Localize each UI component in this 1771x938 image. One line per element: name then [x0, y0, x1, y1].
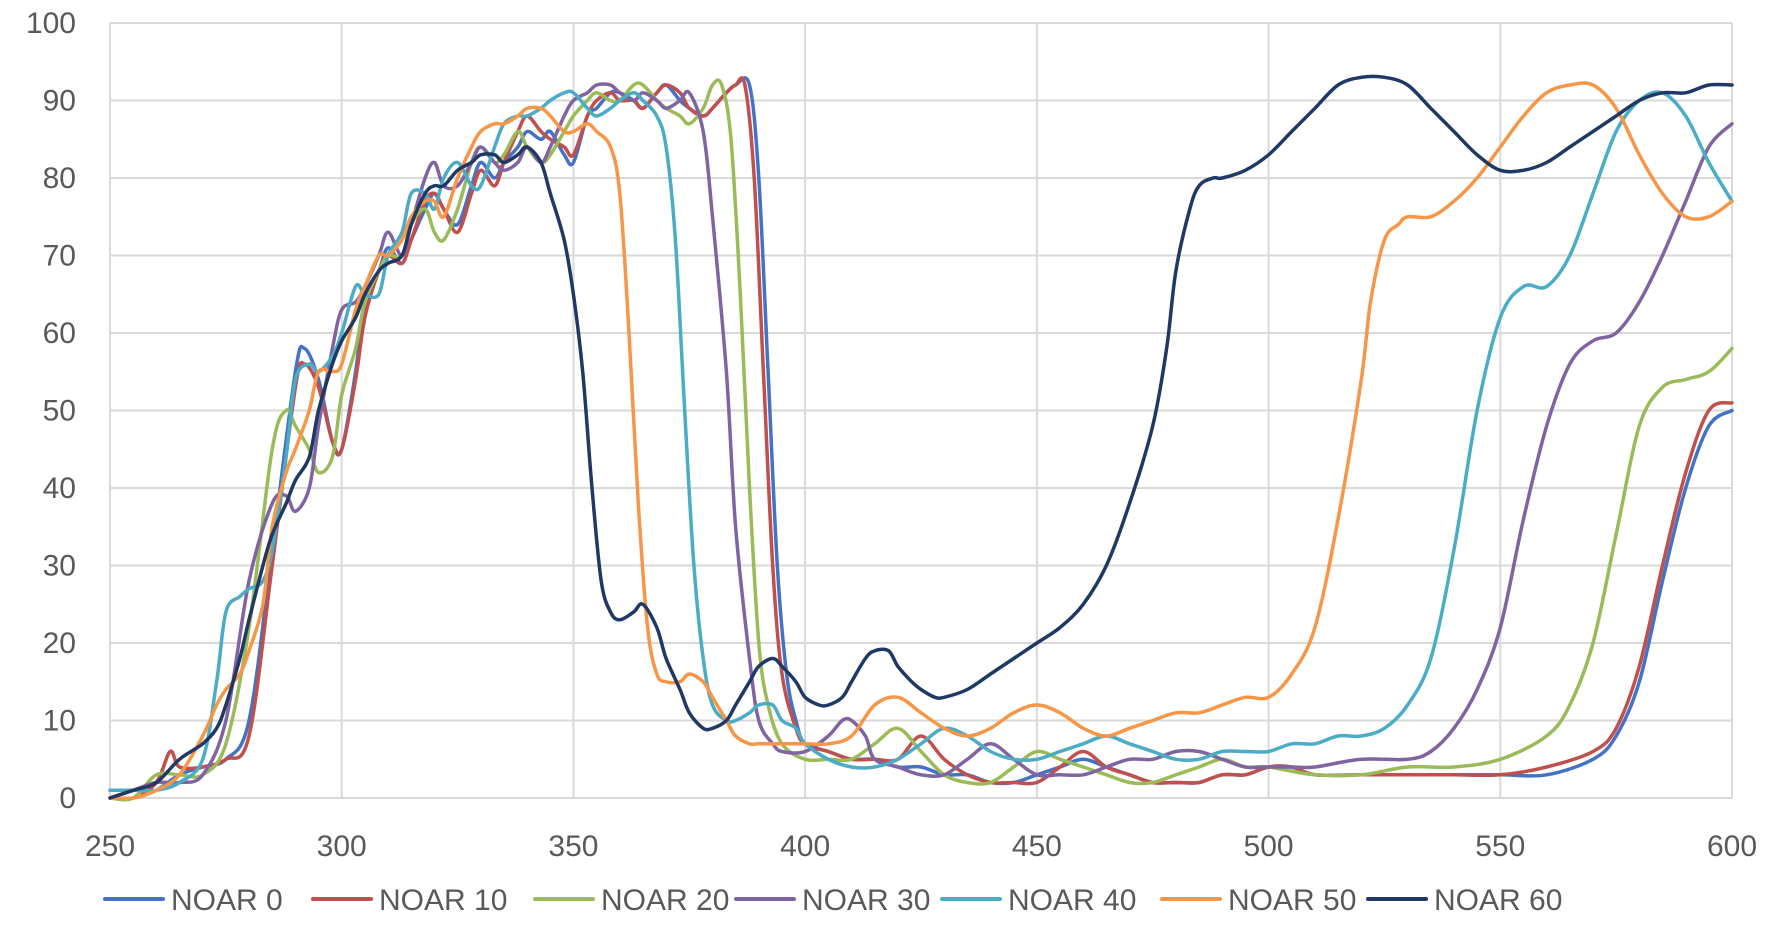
y-tick-label: 100	[26, 7, 76, 40]
grid	[109, 22, 1733, 799]
legend-item-noar-50: NOAR 50	[1160, 884, 1356, 917]
x-tick-label: 250	[85, 830, 135, 863]
x-tick-label: 500	[1244, 830, 1294, 863]
x-tick-label: 350	[548, 830, 598, 863]
series-line-noar-60	[108, 74, 1734, 800]
y-tick-label: 70	[43, 240, 76, 273]
legend-label: NOAR 50	[1228, 884, 1356, 917]
legend-item-noar-40: NOAR 40	[940, 884, 1136, 917]
legend-label: NOAR 20	[601, 884, 729, 917]
x-tick-label: 550	[1475, 830, 1525, 863]
legend: NOAR 0 NOAR 10 NOAR 20 NOAR 30 NOAR 40 NOAR 5…	[103, 884, 1562, 917]
x-tick-label: 450	[1012, 830, 1062, 863]
series-line-noar-10	[108, 76, 1734, 801]
y-tick-label: 40	[43, 472, 76, 505]
series-line-noar-40	[108, 89, 1734, 793]
series-group	[108, 74, 1734, 802]
x-tick-label: 300	[317, 830, 367, 863]
legend-item-noar-30: NOAR 30	[734, 884, 930, 917]
y-tick-label: 90	[43, 85, 76, 118]
y-tick-label: 30	[43, 550, 76, 583]
legend-item-noar-0: NOAR 0	[103, 884, 283, 917]
legend-item-noar-20: NOAR 20	[533, 884, 729, 917]
series-line-noar-20	[108, 78, 1734, 802]
legend-label: NOAR 40	[1008, 884, 1136, 917]
y-tick-label: 0	[59, 782, 76, 815]
x-tick-label: 600	[1707, 830, 1757, 863]
legend-label: NOAR 0	[171, 884, 283, 917]
legend-item-noar-10: NOAR 10	[311, 884, 507, 917]
y-tick-label: 50	[43, 395, 76, 428]
y-axis-ticks: 0 10 20 30 40 50 60 70 80 90 100	[26, 7, 76, 815]
x-axis-ticks: 250 300 350 400 450 500 550 600	[85, 830, 1757, 863]
series-line-noar-50	[108, 81, 1734, 801]
y-tick-label: 10	[43, 705, 76, 738]
y-tick-label: 80	[43, 162, 76, 195]
legend-item-noar-60: NOAR 60	[1366, 884, 1562, 917]
y-tick-label: 20	[43, 627, 76, 660]
legend-label: NOAR 30	[802, 884, 930, 917]
legend-label: NOAR 60	[1434, 884, 1562, 917]
legend-label: NOAR 10	[379, 884, 507, 917]
x-tick-label: 400	[780, 830, 830, 863]
y-tick-label: 60	[43, 317, 76, 350]
